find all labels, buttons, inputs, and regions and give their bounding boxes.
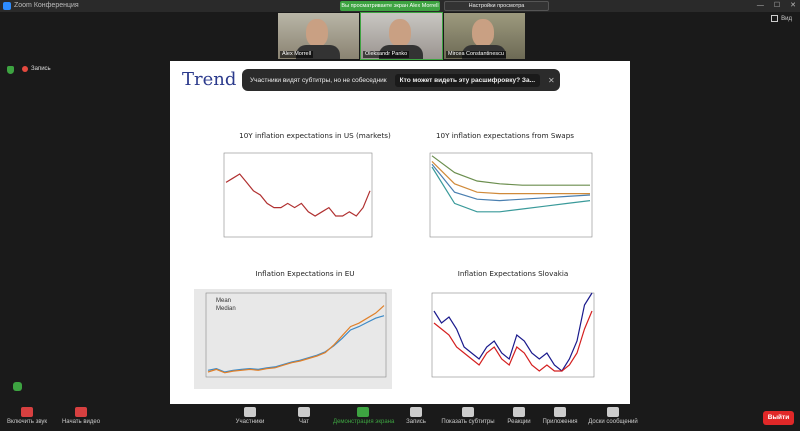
- participants-button[interactable]: Участники: [232, 407, 268, 425]
- chart-svg: [431, 292, 595, 378]
- plot-frame: [223, 152, 373, 238]
- smiley-icon: [513, 407, 525, 417]
- participant-tile[interactable]: Oleksandr Panko: [360, 12, 443, 60]
- avatar: [306, 19, 328, 47]
- participant-tile[interactable]: Alex Morrell: [278, 13, 359, 59]
- toast-text: Участники видят субтитры, но не собеседн…: [250, 76, 387, 84]
- cc-icon: [462, 407, 474, 417]
- record-icon: [410, 407, 422, 417]
- slide-title: Trend in: [182, 69, 260, 90]
- view-options-button[interactable]: Настройки просмотра: [444, 1, 549, 11]
- window-title: Zoom Конференция: [14, 2, 79, 9]
- camera-off-icon: [75, 407, 87, 417]
- participant-name: Oleksandr Panko: [363, 51, 410, 58]
- participant-tile[interactable]: Mircea Constantinescu: [444, 13, 525, 59]
- plot-frame: [431, 292, 595, 378]
- share-banner: Вы просматриваете экран Alex Morrell: [340, 1, 440, 11]
- maximize-icon[interactable]: ☐: [773, 2, 781, 9]
- record-dot-icon: [22, 66, 28, 72]
- share-arrow-icon: [357, 407, 369, 417]
- avatar: [389, 19, 411, 47]
- recording-label: Запись: [31, 66, 51, 72]
- series-line: [225, 173, 371, 217]
- series-line: [431, 155, 590, 186]
- recording-indicator[interactable]: Запись: [22, 66, 51, 72]
- zoom-logo-icon: [3, 2, 11, 10]
- chart-title-us: 10Y inflation expectations in US (market…: [239, 131, 391, 140]
- chart-title-eu: Inflation Expectations in EU: [255, 269, 355, 278]
- shield-icon[interactable]: [7, 66, 14, 74]
- chart-svg: [223, 152, 373, 238]
- participant-name: Alex Morrell: [280, 51, 314, 58]
- series-line: [207, 305, 385, 374]
- whiteboard-icon: [607, 407, 619, 417]
- leave-button[interactable]: Выйти: [763, 411, 794, 425]
- chart-svg: [429, 152, 593, 238]
- close-icon[interactable]: ✕: [790, 2, 796, 9]
- record-button[interactable]: Запись: [401, 407, 431, 425]
- shared-slide: Trend in 10Y inflation expectations in U…: [170, 61, 630, 404]
- chart-eu: Mean Median: [194, 289, 392, 389]
- series-line: [431, 160, 590, 195]
- people-icon: [244, 407, 256, 417]
- view-label: Вид: [781, 15, 792, 22]
- grid-icon: [771, 15, 779, 22]
- captions-button[interactable]: Показать субтитры: [440, 407, 496, 425]
- share-screen-button[interactable]: Демонстрация экрана: [333, 407, 394, 425]
- chat-button[interactable]: Чат: [290, 407, 318, 425]
- plot-frame: [205, 292, 387, 378]
- chart-title-swaps: 10Y inflation expectations from Swaps: [435, 131, 575, 140]
- avatar: [472, 19, 494, 47]
- series-line: [433, 310, 593, 372]
- chat-icon: [298, 407, 310, 417]
- chart-swaps: [418, 149, 598, 249]
- view-button[interactable]: Вид: [771, 15, 792, 22]
- apps-icon: [554, 407, 566, 417]
- participant-name: Mircea Constantinescu: [446, 51, 506, 58]
- caption-toast: Участники видят субтитры, но не собеседн…: [242, 69, 560, 91]
- apps-button[interactable]: Приложения: [540, 407, 580, 425]
- audio-button[interactable]: Включить звук: [4, 407, 50, 425]
- chat-bubble-icon[interactable]: [13, 382, 22, 391]
- chart-sk: [420, 289, 600, 389]
- chart-title-sk: Inflation Expectations Slovakia: [457, 269, 569, 278]
- series-line: [431, 163, 591, 202]
- plot-frame: [429, 152, 593, 238]
- legend-entry: Median: [216, 306, 236, 312]
- legend-entry: Mean: [216, 298, 231, 304]
- reactions-button[interactable]: Реакции: [504, 407, 534, 425]
- meeting-toolbar: Включить звук Начать видео Участники Чат…: [0, 404, 800, 431]
- close-icon[interactable]: ✕: [548, 75, 555, 85]
- chart-us: [212, 149, 378, 249]
- video-button[interactable]: Начать видео: [58, 407, 104, 425]
- toast-link[interactable]: Кто может видеть эту расшифровку? За...: [394, 73, 541, 87]
- chart-svg: Mean Median: [205, 292, 387, 378]
- participant-strip: Alex Morrell Oleksandr Panko Mircea Cons…: [278, 12, 525, 60]
- series-line: [431, 166, 591, 213]
- mic-muted-icon: [21, 407, 33, 417]
- series-line: [207, 315, 385, 373]
- minimize-icon[interactable]: —: [756, 2, 764, 9]
- window-controls: — ☐ ✕: [757, 0, 796, 12]
- series-line: [433, 292, 593, 372]
- whiteboard-button[interactable]: Доски сообщений: [585, 407, 641, 425]
